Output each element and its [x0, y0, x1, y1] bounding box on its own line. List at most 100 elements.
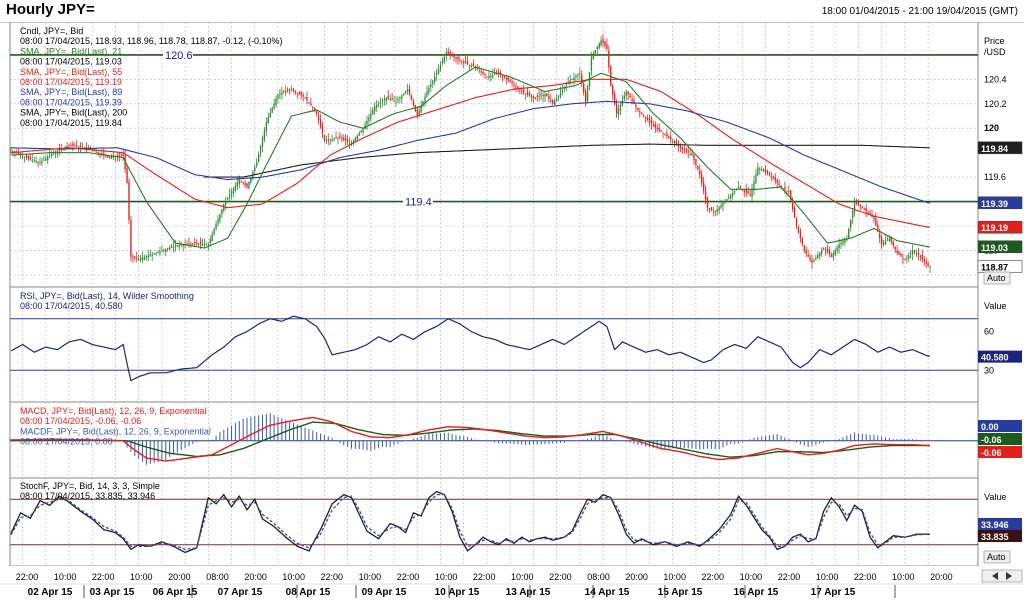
- candle-body: [670, 136, 672, 140]
- candle-body: [437, 69, 440, 75]
- price-tag: [977, 196, 1023, 210]
- auto-button-bg[interactable]: [983, 271, 1011, 285]
- candle-body: [228, 194, 231, 197]
- time-tick-label: 20:00: [244, 572, 267, 582]
- candle-body: [915, 253, 918, 255]
- candle-body: [232, 188, 235, 194]
- candle-body: [869, 212, 871, 215]
- candle-body: [842, 241, 844, 244]
- auto-button-bg[interactable]: [983, 550, 1011, 564]
- price-tag: [977, 141, 1023, 155]
- candle-body: [478, 70, 480, 72]
- macd-histogram: [10, 413, 925, 465]
- candle-body: [137, 259, 140, 260]
- candle-body: [892, 241, 894, 246]
- candle-body: [687, 150, 689, 153]
- candle-body: [122, 154, 124, 156]
- chart-canvas[interactable]: 120.4120.2120119.6119.4119.2119118.8Pric…: [0, 22, 1024, 610]
- candle-body: [312, 107, 314, 109]
- candle-body: [896, 250, 898, 253]
- candle-body: [265, 122, 268, 132]
- candle-body: [267, 117, 269, 124]
- rsi-axis-title: Value: [984, 301, 1006, 311]
- candle-body: [45, 158, 47, 161]
- candle-body: [261, 138, 264, 147]
- candle-body: [21, 155, 24, 157]
- candle-body: [14, 151, 16, 153]
- auto-button[interactable]: Auto: [983, 271, 1011, 285]
- candle-body: [323, 135, 326, 141]
- candle-body: [741, 189, 744, 191]
- scroll-right-icon[interactable]: [1006, 572, 1012, 580]
- time-scroll-arrows[interactable]: [981, 569, 1023, 583]
- price-panel-frame: [9, 22, 979, 288]
- candle-body: [608, 50, 610, 68]
- candle-body: [906, 257, 908, 259]
- candle-body: [627, 91, 629, 95]
- rsi-tag: [978, 350, 1022, 363]
- candle-body: [358, 133, 360, 136]
- level-label: 119.4: [405, 197, 432, 209]
- candle-body: [435, 73, 438, 76]
- candle-body: [170, 246, 173, 248]
- candle-body: [844, 239, 846, 243]
- candle-body: [910, 252, 912, 254]
- macd-tag-label: -0.06: [981, 435, 1002, 445]
- candle-body: [163, 249, 165, 252]
- candle-body: [79, 145, 82, 147]
- macd-signal-line: [10, 421, 930, 458]
- candle-body: [43, 159, 45, 161]
- candle-body: [710, 207, 713, 210]
- candle-body: [855, 200, 858, 204]
- candle-body: [244, 183, 246, 186]
- candle-body: [48, 155, 51, 157]
- stoch-k-line: [10, 490, 930, 554]
- candle-body: [439, 64, 442, 70]
- candle-body: [341, 138, 343, 140]
- candle-body: [374, 106, 376, 112]
- scroll-left-icon[interactable]: [992, 572, 998, 580]
- candle-body: [612, 85, 614, 95]
- candle-body: [838, 244, 840, 249]
- candle-body: [18, 151, 20, 154]
- candle-body: [190, 243, 192, 245]
- candle-body: [768, 174, 771, 176]
- price-legend-entry: SMA, JPY=, Bid(Last), 21: [20, 46, 122, 56]
- candle-body: [604, 41, 606, 46]
- candle-body: [927, 263, 929, 267]
- rsi-tick-label: 60: [984, 327, 994, 337]
- candle-body: [815, 257, 817, 259]
- candle-body: [584, 91, 587, 102]
- candle-body: [813, 260, 815, 262]
- candle-body: [615, 103, 618, 114]
- candle-body: [134, 256, 136, 258]
- scroll-arrows-bg[interactable]: [981, 569, 1023, 583]
- rsi-tick-label: 30: [984, 365, 994, 375]
- candle-body: [292, 88, 295, 91]
- candle-body: [908, 255, 910, 259]
- macd-tag: [978, 446, 1022, 458]
- candle-body: [403, 93, 405, 95]
- candle-body: [333, 138, 335, 140]
- candle-body: [900, 253, 902, 257]
- auto-button[interactable]: Auto: [983, 550, 1011, 564]
- candle-body: [145, 256, 148, 258]
- candle-body: [197, 243, 200, 245]
- price-tag-label: 119.84: [981, 144, 1008, 154]
- candle-body: [298, 92, 300, 94]
- candle-body: [120, 154, 122, 156]
- candle-body: [693, 154, 695, 160]
- candle-body: [646, 117, 649, 120]
- candle-body: [453, 54, 455, 58]
- date-label: 07 Apr 15: [218, 587, 263, 598]
- price-legend-entry: SMA, JPY=, Bid(Last), 200: [20, 108, 127, 118]
- candle-body: [424, 96, 426, 103]
- candle-body: [370, 113, 372, 119]
- auto-button-label: Auto: [987, 273, 1006, 283]
- candle-body: [319, 119, 322, 127]
- candle-body: [733, 190, 736, 193]
- candle-body: [882, 242, 885, 245]
- candle-body: [861, 207, 863, 209]
- candle-body: [677, 144, 680, 147]
- time-tick-label: 10:00: [663, 572, 686, 582]
